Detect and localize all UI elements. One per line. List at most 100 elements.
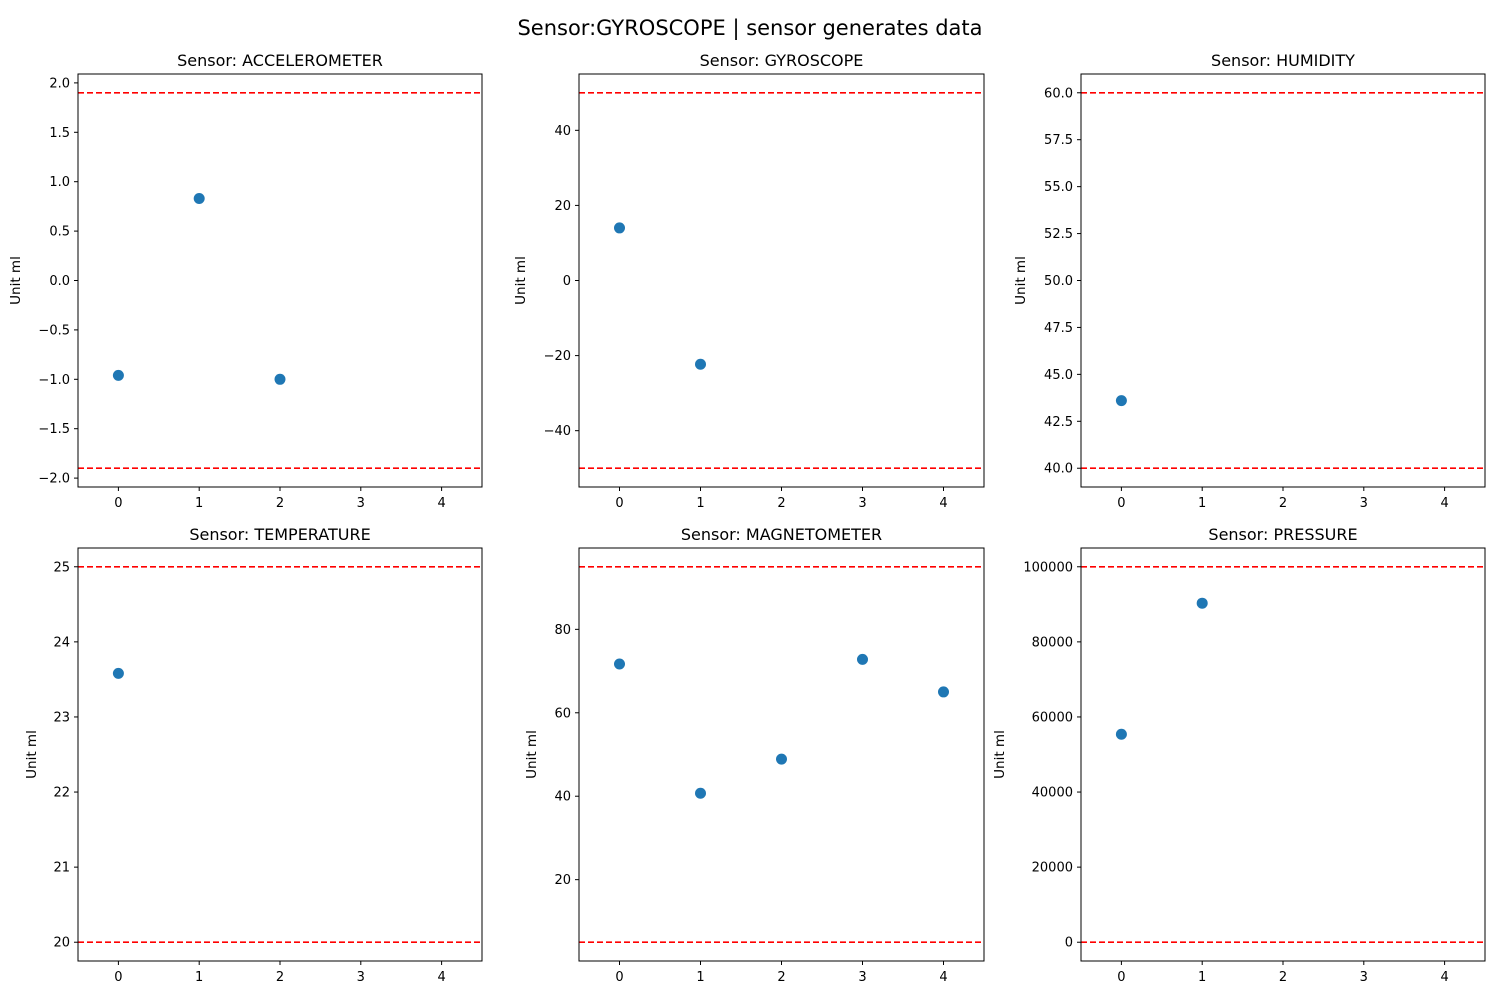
y-tick-label: 40	[554, 790, 571, 805]
x-tick-label: 1	[696, 496, 704, 511]
subplot-title: Sensor: PRESSURE	[1208, 525, 1357, 544]
y-tick-label: −0.5	[38, 323, 70, 338]
data-point	[1115, 728, 1127, 740]
y-tick-label: 0.5	[49, 225, 70, 240]
subplot-6: 0 1 2 3 4 0 20000 40000 60000 80000 100000 Sensor: …	[992, 525, 1486, 985]
y-axis-label: Unit ml	[992, 730, 1008, 779]
subplot-3: 0 1 2 3 4 40.0 42.5 45.0 47.5 50.0 52.5 55.0 57.5 60.…	[1013, 51, 1486, 511]
data-point	[1115, 395, 1127, 407]
x-tick-label: 2	[1279, 496, 1287, 511]
x-tick-label: 3	[357, 970, 365, 985]
subplot-5: 0 1 2 3 4 20 40 60 80 Sensor: MAGNETOMETER Unit ml	[524, 525, 985, 985]
data-point	[938, 686, 949, 698]
y-tick-label: 45.0	[1044, 368, 1073, 383]
x-tick-label: 3	[858, 496, 866, 511]
data-point	[695, 358, 706, 370]
y-tick-label: 1.5	[49, 126, 70, 141]
subplot-title: Sensor: ACCELEROMETER	[177, 51, 383, 70]
data-point	[112, 667, 124, 679]
x-tick-label: 3	[1360, 496, 1368, 511]
x-tick-label: 2	[777, 496, 785, 511]
x-tick-label: 3	[858, 970, 866, 985]
axes-frame	[1080, 547, 1486, 962]
y-tick-label: 0	[1065, 936, 1073, 951]
x-tick-label: 4	[437, 970, 445, 985]
x-tick-label: 4	[939, 496, 947, 511]
data-point	[274, 373, 286, 385]
y-tick-label: 24	[53, 635, 70, 650]
x-tick-label: 4	[939, 970, 947, 985]
axes-frame	[77, 547, 483, 962]
y-tick-label: 2.0	[49, 76, 70, 91]
x-tick-label: 2	[1279, 970, 1287, 985]
x-tick-label: 2	[276, 496, 284, 511]
subplot-title: Sensor: HUMIDITY	[1211, 51, 1355, 70]
x-tick-label: 0	[1117, 970, 1125, 985]
y-axis-label: Unit ml	[24, 730, 40, 779]
data-point	[695, 787, 706, 799]
y-tick-label: 80000	[1032, 635, 1073, 650]
x-tick-label: 0	[615, 496, 623, 511]
y-tick-label: 40.0	[1044, 462, 1073, 477]
y-tick-label: 20	[53, 936, 70, 951]
x-tick-label: 1	[195, 496, 203, 511]
y-tick-label: 0.0	[49, 274, 70, 289]
figure-title: Sensor:GYROSCOPE | sensor generates data	[517, 16, 983, 40]
data-point	[776, 753, 787, 765]
y-tick-label: 47.5	[1044, 321, 1073, 336]
axes-frame	[1080, 73, 1486, 488]
x-tick-label: 0	[615, 970, 623, 985]
y-tick-label: −1.0	[38, 373, 70, 388]
y-axis-label: Unit ml	[1013, 256, 1029, 305]
y-tick-label: 0	[563, 274, 571, 289]
subplot-title: Sensor: GYROSCOPE	[700, 51, 864, 70]
y-tick-label: 20000	[1032, 861, 1073, 876]
data-point	[614, 222, 625, 234]
y-tick-label: −2.0	[38, 472, 70, 487]
y-tick-label: −40	[544, 424, 571, 439]
y-tick-label: −1.5	[38, 422, 70, 437]
y-tick-label: 80	[554, 623, 571, 638]
x-tick-label: 3	[357, 496, 365, 511]
y-tick-label: 20	[554, 873, 571, 888]
y-tick-label: 50.0	[1044, 274, 1073, 289]
data-point	[193, 192, 205, 204]
x-tick-label: 0	[114, 970, 122, 985]
y-axis-label: Unit ml	[8, 256, 24, 305]
x-tick-label: 1	[1198, 970, 1206, 985]
y-tick-label: 25	[53, 560, 70, 575]
x-tick-label: 4	[1440, 496, 1448, 511]
x-tick-label: 4	[437, 496, 445, 511]
subplot-title: Sensor: TEMPERATURE	[189, 525, 370, 544]
y-axis-label: Unit ml	[513, 256, 529, 305]
y-tick-label: 40	[554, 124, 571, 139]
y-tick-label: 20	[554, 199, 571, 214]
y-tick-label: 21	[53, 861, 70, 876]
axes-frame	[578, 73, 985, 488]
subplot-2: 0 1 2 3 4 −40 −20 0 20 40 Sensor: GYROSCOPE Unit ml	[513, 51, 985, 511]
y-tick-label: 1.0	[49, 175, 70, 190]
y-tick-label: 55.0	[1044, 180, 1073, 195]
y-tick-label: 52.5	[1044, 227, 1073, 242]
x-tick-label: 0	[1117, 496, 1125, 511]
y-tick-label: 23	[53, 710, 70, 725]
x-tick-label: 2	[276, 970, 284, 985]
subplot-title: Sensor: MAGNETOMETER	[681, 525, 882, 544]
y-tick-label: 40000	[1032, 786, 1073, 801]
x-tick-label: 4	[1440, 970, 1448, 985]
axes-frame	[77, 73, 483, 488]
y-tick-label: 60.0	[1044, 86, 1073, 101]
data-point	[614, 658, 625, 670]
x-tick-label: 0	[114, 496, 122, 511]
x-tick-label: 3	[1360, 970, 1368, 985]
y-tick-label: 60	[554, 706, 571, 721]
data-point	[857, 653, 868, 665]
x-tick-label: 1	[696, 970, 704, 985]
y-tick-label: 100000	[1023, 560, 1073, 575]
subplot-1: 0 1 2 3 4 −2.0 −1.5 −1.0 −0.5 0.0 0.5 1.0 1.5 2.0 Sens…	[8, 51, 483, 511]
x-tick-label: 2	[777, 970, 785, 985]
y-tick-label: 57.5	[1044, 133, 1073, 148]
